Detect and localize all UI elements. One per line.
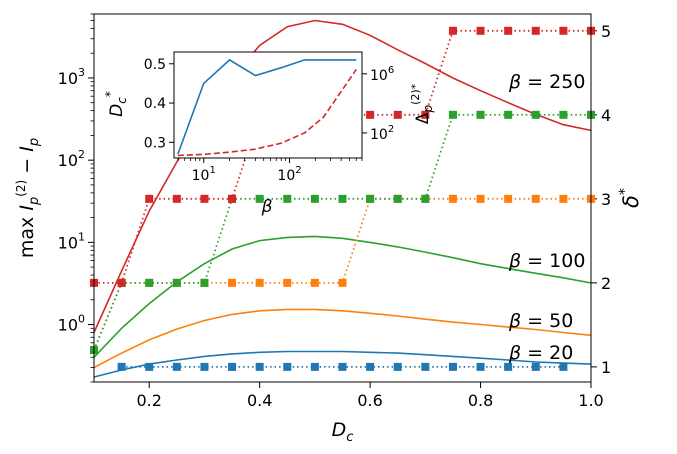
delta-marker	[310, 278, 319, 287]
delta-marker	[172, 278, 181, 287]
series-line	[93, 350, 592, 378]
delta-marker	[476, 110, 485, 119]
delta-marker	[448, 110, 457, 119]
delta-marker	[421, 194, 430, 203]
delta-marker	[448, 362, 457, 371]
y-left-tick-label: 103	[58, 66, 85, 88]
delta-marker	[338, 278, 347, 287]
delta-marker	[504, 362, 513, 371]
x-axis-label: Dc	[332, 419, 354, 445]
delta-marker	[255, 194, 264, 203]
x-tick-label: 0.4	[247, 391, 272, 410]
delta-marker	[200, 194, 209, 203]
delta-marker	[145, 362, 154, 371]
inset-series-line	[177, 58, 357, 155]
series-label: β = 20	[508, 342, 573, 364]
inset-plot: 101 102 0.3 0.4 0.5 102 106 β Dc* Δp(2)*	[103, 51, 435, 217]
inset-y-left-tick-label: 0.5	[144, 57, 166, 73]
delta-marker	[255, 278, 264, 287]
x-tick-label: 0.8	[468, 391, 493, 410]
inset-y-left-tick-label: 0.4	[144, 96, 166, 112]
delta-marker	[310, 194, 319, 203]
delta-marker	[366, 110, 375, 119]
y-right-tick-label: 5	[601, 22, 611, 41]
series-label: β = 50	[508, 310, 573, 332]
inset-y-right-tick-label: 106	[370, 65, 394, 84]
main-axes-frame	[93, 13, 592, 383]
series-label: β = 100	[508, 250, 585, 272]
delta-marker	[476, 194, 485, 203]
delta-marker	[559, 26, 568, 35]
x-tick-label: 1.0	[578, 391, 603, 410]
delta-marker	[172, 362, 181, 371]
delta-marker	[393, 194, 402, 203]
inset-series-line	[177, 68, 357, 157]
delta-marker	[310, 362, 319, 371]
delta-marker	[200, 278, 209, 287]
y-right-tick-label: 3	[601, 190, 611, 209]
delta-marker	[338, 362, 347, 371]
y-left-tick-label: 102	[58, 148, 85, 170]
delta-marker	[531, 362, 540, 371]
delta-marker	[393, 362, 402, 371]
delta-marker	[531, 26, 540, 35]
inset-x-tick-label: 101	[192, 165, 216, 184]
inset-y-right-label: Δp(2)*	[409, 83, 435, 124]
y-left-tick-label: 101	[58, 230, 85, 252]
delta-marker	[421, 362, 430, 371]
delta-marker	[366, 362, 375, 371]
inset-axes-frame	[173, 51, 363, 159]
inset-y-right-tick-label: 102	[370, 124, 394, 143]
inset-x-tick-label: 102	[277, 165, 301, 184]
y-axis-right-label: δ*	[617, 188, 643, 208]
delta-marker	[145, 194, 154, 203]
inset-x-axis-label: β	[261, 197, 273, 217]
series-line	[93, 308, 592, 369]
delta-marker	[448, 26, 457, 35]
inset-y-left-tick-label: 0.3	[144, 135, 166, 151]
delta-marker	[255, 362, 264, 371]
delta-marker	[476, 362, 485, 371]
delta-marker	[531, 110, 540, 119]
delta-marker	[145, 278, 154, 287]
delta-marker	[448, 194, 457, 203]
delta-marker	[283, 194, 292, 203]
delta-marker	[228, 362, 237, 371]
delta-marker	[228, 278, 237, 287]
y-right-tick-label: 1	[601, 358, 611, 377]
series-line	[93, 19, 592, 333]
y-right-tick-label: 2	[601, 274, 611, 293]
delta-marker	[559, 362, 568, 371]
delta-marker	[476, 26, 485, 35]
delta-marker	[531, 194, 540, 203]
delta-marker	[172, 194, 181, 203]
series-label: β = 250	[508, 71, 585, 93]
delta-marker	[228, 194, 237, 203]
delta-marker	[421, 110, 430, 119]
delta-marker	[504, 110, 513, 119]
delta-marker	[504, 26, 513, 35]
delta-marker	[283, 278, 292, 287]
x-tick-label: 0.6	[357, 391, 382, 410]
y-right-tick-label: 4	[601, 106, 611, 125]
main-plot: 100 101 102 103 0.2 0.4 0.6 0.8 1.0 1 2 3 4 5 β = 20 β …	[14, 13, 643, 445]
y-left-tick-label: 100	[58, 313, 85, 335]
x-tick-label: 0.2	[136, 391, 161, 410]
delta-marker	[366, 194, 375, 203]
delta-marker	[393, 110, 402, 119]
delta-marker	[117, 278, 126, 287]
delta-marker	[504, 194, 513, 203]
delta-marker	[559, 194, 568, 203]
delta-marker	[338, 194, 347, 203]
inset-y-left-label: Dc*	[103, 91, 129, 117]
delta-marker	[283, 362, 292, 371]
inset-background	[174, 52, 362, 158]
delta-marker	[200, 362, 209, 371]
delta-marker	[117, 362, 126, 371]
delta-marker	[559, 110, 568, 119]
y-axis-left-label: max Ip(2) − Ip	[14, 138, 42, 258]
